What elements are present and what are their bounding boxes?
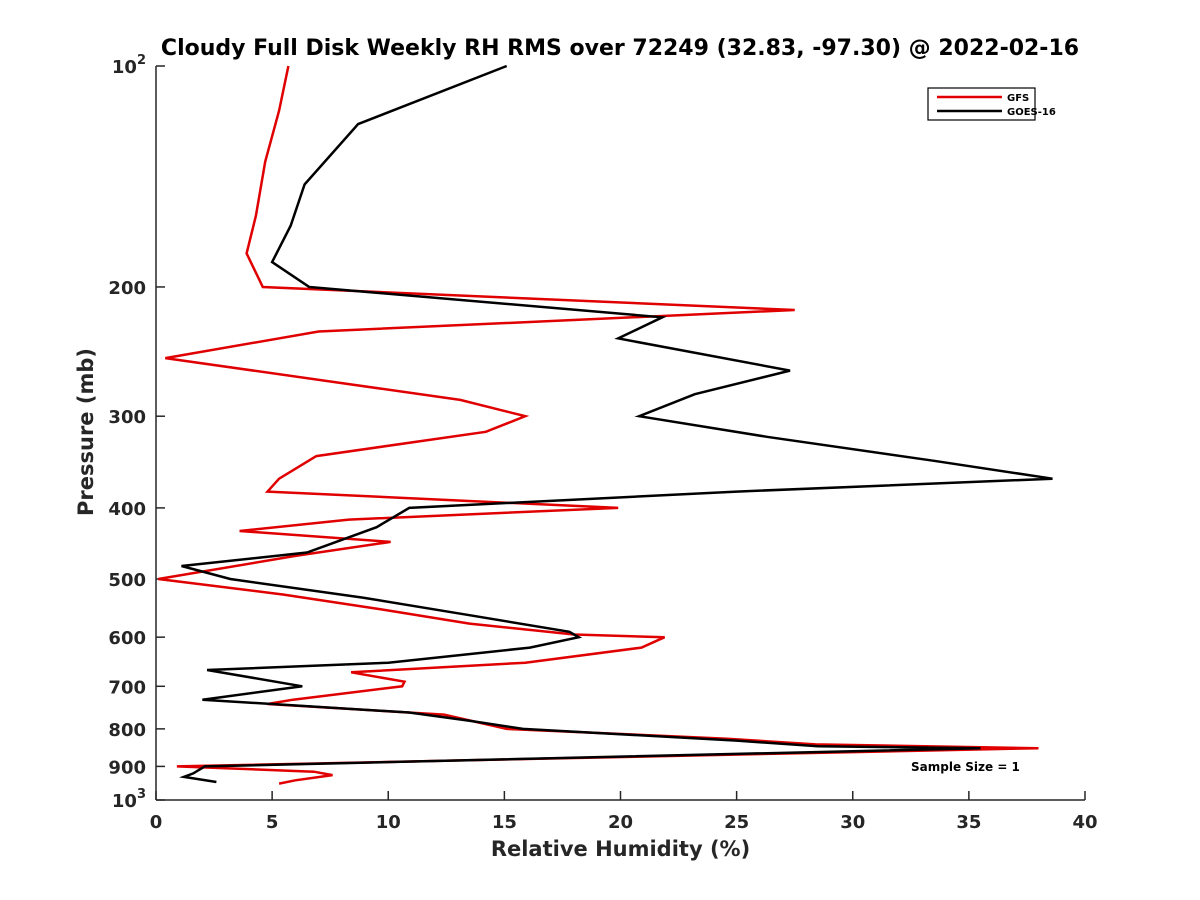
y-tick-label: 300 [108, 407, 146, 428]
legend-label-goes16: GOES-16 [1007, 107, 1056, 118]
y-tick-label: 500 [108, 570, 146, 591]
x-tick-label: 5 [266, 812, 279, 833]
chart-title: Cloudy Full Disk Weekly RH RMS over 7224… [161, 36, 1079, 61]
y-tick-label: 400 [108, 499, 146, 520]
x-tick-label: 0 [150, 812, 163, 833]
x-tick-label: 20 [608, 812, 633, 833]
y-tick-label: 700 [108, 677, 146, 698]
y-tick-label: 800 [108, 720, 146, 741]
x-axis-ticks: 0 5 10 15 20 25 30 35 40 [150, 791, 1098, 833]
series-line-goes16 [179, 64, 1053, 784]
series-line-gfs [158, 65, 1039, 785]
y-tick-label: 900 [108, 757, 146, 778]
y-tick-label: 200 [108, 278, 146, 299]
y-axis-label: Pressure (mb) [74, 348, 98, 516]
plot-area: 0 5 10 15 20 25 30 35 40 102 200 300 400 500 600 700 80… [108, 53, 1097, 833]
y-tick-label: 102 [112, 53, 146, 78]
legend: GFS GOES-16 [927, 87, 1056, 121]
x-tick-label: 15 [492, 812, 517, 833]
series-lines [158, 64, 1053, 785]
legend-box [927, 87, 1036, 121]
x-tick-label: 40 [1072, 812, 1097, 833]
y-tick-label: 103 [112, 787, 146, 812]
x-tick-label: 10 [376, 812, 401, 833]
y-tick-label: 600 [108, 628, 146, 649]
x-tick-label: 25 [724, 812, 749, 833]
x-tick-label: 35 [956, 812, 981, 833]
legend-label-gfs: GFS [1007, 93, 1029, 104]
sample-size-annotation: Sample Size = 1 [911, 760, 1020, 774]
x-tick-label: 30 [840, 812, 865, 833]
x-axis-label: Relative Humidity (%) [491, 837, 750, 861]
